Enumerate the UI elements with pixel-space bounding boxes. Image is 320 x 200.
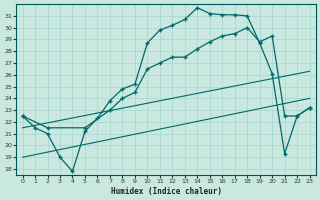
X-axis label: Humidex (Indice chaleur): Humidex (Indice chaleur) — [111, 187, 221, 196]
